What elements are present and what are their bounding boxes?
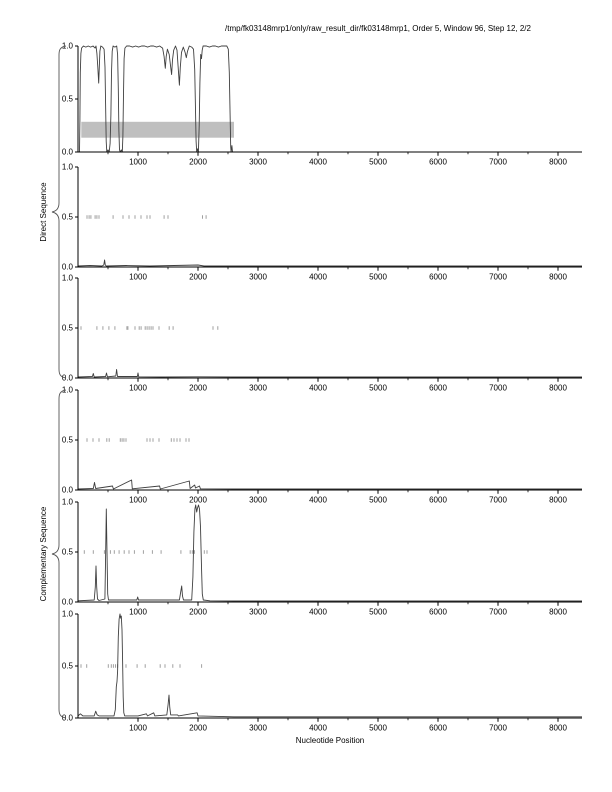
- x-tick-label: 8000: [549, 273, 567, 282]
- threshold-band: [81, 121, 234, 138]
- x-tick-label: 4000: [309, 158, 327, 167]
- x-tick-label: 5000: [369, 724, 387, 733]
- x-tick-label: 2000: [189, 724, 207, 733]
- probability-line: [79, 45, 582, 153]
- x-tick-label: 2000: [189, 384, 207, 393]
- figure-title: /tmp/fk03148mrp1/only/raw_result_dir/fk0…: [225, 24, 531, 33]
- x-tick-label: 3000: [249, 724, 267, 733]
- panel-complementary-2: 0.0 0.5 1.0 1000 2000 3000 4000 5000 6000 7000 800…: [62, 498, 582, 617]
- x-tick-label: 7000: [489, 384, 507, 393]
- x-tick-label: 8000: [549, 496, 567, 505]
- probability-line: [77, 479, 582, 490]
- x-tick-label: 7000: [489, 496, 507, 505]
- y-tick-label: 1.0: [62, 163, 74, 172]
- y-tick-label: 0.5: [62, 548, 74, 557]
- probability-line: [77, 259, 582, 267]
- y-tick-label: 0.5: [62, 436, 74, 445]
- x-tick-label: 2000: [189, 158, 207, 167]
- x-tick-label: 8000: [549, 158, 567, 167]
- x-tick-label: 4000: [309, 608, 327, 617]
- panel-axes: [77, 502, 582, 603]
- probability-line: [77, 369, 582, 378]
- x-tick-label: 1000: [129, 384, 147, 393]
- y-tick-label: 1.0: [62, 274, 74, 283]
- y-tick-label: 0.0: [62, 598, 74, 607]
- y-tick-label: 0.0: [62, 374, 74, 383]
- y-tick-label: 0.0: [62, 486, 74, 495]
- panel-direct-3: 0.0 0.5 1.0 1000 2000 3000 4000 5000 6000 7000 800…: [62, 274, 582, 393]
- y-tick-label: 0.0: [62, 148, 74, 157]
- panel-axes: [77, 614, 582, 719]
- x-axis-title: Nucleotide Position: [296, 736, 364, 745]
- probability-line: [77, 504, 582, 602]
- x-tick-label: 2000: [189, 608, 207, 617]
- x-tick-label: 2000: [189, 496, 207, 505]
- probability-line: [77, 613, 582, 718]
- y-tick-label: 1.0: [62, 498, 74, 507]
- x-tick-label: 1000: [129, 724, 147, 733]
- x-tick-label: 4000: [309, 724, 327, 733]
- x-tick-label: 7000: [489, 273, 507, 282]
- y-tick-label: 0.0: [62, 714, 74, 723]
- x-tick-label: 4000: [309, 273, 327, 282]
- x-tick-label: 8000: [549, 608, 567, 617]
- x-tick-label: 1000: [129, 158, 147, 167]
- x-tick-label: 7000: [489, 724, 507, 733]
- x-tick-label: 6000: [429, 384, 447, 393]
- x-tick-label: 5000: [369, 384, 387, 393]
- x-tick-label: 4000: [309, 496, 327, 505]
- brace-complementary: [51, 389, 67, 719]
- y-tick-label: 0.5: [62, 662, 74, 671]
- x-tick-label: 6000: [429, 724, 447, 733]
- panel-axes: [77, 278, 582, 379]
- panel-direct-1: 0.0 0.5 1.0 1000 2000 3000 4000 5000 6000 7000 800…: [62, 42, 582, 167]
- group-label-complementary-sequence: Complementary Sequence: [39, 506, 48, 601]
- x-tick-label: 4000: [309, 384, 327, 393]
- x-tick-label: 6000: [429, 158, 447, 167]
- x-tick-label: 5000: [369, 496, 387, 505]
- y-tick-label: 0.5: [62, 324, 74, 333]
- y-tick-label: 1.0: [62, 42, 74, 51]
- y-tick-label: 0.5: [62, 95, 74, 104]
- panel-axes: [77, 390, 582, 491]
- x-tick-label: 3000: [249, 273, 267, 282]
- x-tick-label: 1000: [129, 608, 147, 617]
- brace-direct: [51, 45, 67, 379]
- x-tick-label: 3000: [249, 608, 267, 617]
- x-tick-label: 8000: [549, 724, 567, 733]
- x-tick-label: 5000: [369, 273, 387, 282]
- y-tick-label: 1.0: [62, 610, 74, 619]
- y-tick-label: 0.0: [62, 263, 74, 272]
- y-tick-label: 0.5: [62, 213, 74, 222]
- x-tick-label: 7000: [489, 158, 507, 167]
- x-tick-label: 3000: [249, 384, 267, 393]
- panel-axes: [77, 167, 582, 268]
- x-tick-label: 1000: [129, 496, 147, 505]
- group-label-direct-sequence: Direct Sequence: [39, 182, 48, 242]
- y-tick-label: 1.0: [62, 386, 74, 395]
- x-tick-label: 3000: [249, 158, 267, 167]
- x-tick-label: 2000: [189, 273, 207, 282]
- panels: 0.0 0.5 1.0 1000 2000 3000 4000 5000 6000 7000 800…: [62, 42, 582, 733]
- x-tick-label: 6000: [429, 608, 447, 617]
- x-tick-label: 1000: [129, 273, 147, 282]
- x-tick-label: 6000: [429, 273, 447, 282]
- x-tick-label: 6000: [429, 496, 447, 505]
- x-tick-label: 3000: [249, 496, 267, 505]
- x-tick-label: 8000: [549, 384, 567, 393]
- group-braces: [51, 45, 67, 719]
- panel-direct-2: 0.0 0.5 1.0 1000 2000 3000 4000 5000 6000 7000 800…: [62, 163, 582, 282]
- panel-complementary-1: 0.0 0.5 1.0 1000 2000 3000 4000 5000 6000 7000 800…: [62, 386, 582, 505]
- panel-complementary-3: 0.0 0.5 1.0 1000 2000 3000 4000 5000 6000 7000 800…: [62, 610, 582, 733]
- x-tick-label: 5000: [369, 158, 387, 167]
- x-tick-label: 5000: [369, 608, 387, 617]
- x-tick-label: 7000: [489, 608, 507, 617]
